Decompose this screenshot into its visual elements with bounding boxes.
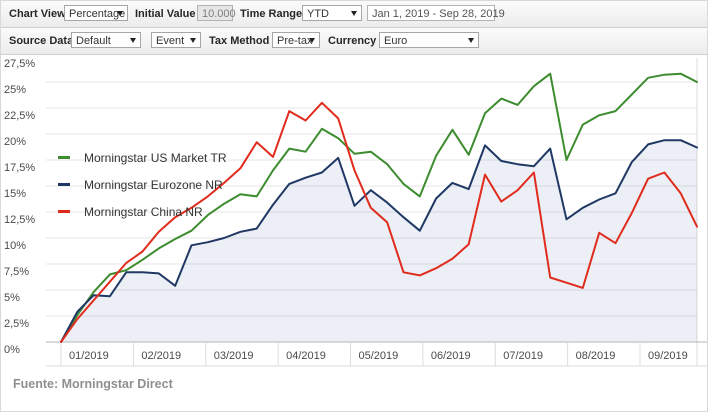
- svg-text:01/2019: 01/2019: [69, 350, 109, 362]
- svg-text:05/2019: 05/2019: [359, 350, 399, 362]
- chart-legend: Morningstar US Market TR Morningstar Eur…: [58, 144, 226, 225]
- time-range-label: Time Range: [240, 8, 303, 20]
- date-range-input[interactable]: Jan 1, 2019 - Sep 28, 2019: [367, 5, 505, 21]
- svg-text:15%: 15%: [4, 188, 26, 200]
- chart-view-label: Chart View: [9, 8, 66, 20]
- series-color-dash-icon: [58, 210, 70, 213]
- time-range-value: YTD: [307, 8, 329, 20]
- tax-method-label: Tax Method: [209, 35, 270, 47]
- svg-text:25%: 25%: [4, 84, 26, 96]
- time-range-select[interactable]: YTD: [302, 5, 362, 21]
- svg-text:03/2019: 03/2019: [214, 350, 254, 362]
- chevron-down-icon: [117, 11, 123, 16]
- svg-text:02/2019: 02/2019: [141, 350, 181, 362]
- svg-text:07/2019: 07/2019: [503, 350, 543, 362]
- currency-label: Currency: [328, 35, 377, 47]
- source-data-label: Source Data: [9, 35, 74, 47]
- legend-item-eurozone: Morningstar Eurozone NR: [58, 171, 226, 198]
- chevron-down-icon: [351, 11, 357, 16]
- svg-text:06/2019: 06/2019: [431, 350, 471, 362]
- tax-method-value: Pre-tax: [277, 35, 313, 47]
- chart-view-value: Percentage: [69, 8, 126, 20]
- toolbar-row-2: Source Data Default Event Tax Method Pre…: [1, 28, 707, 55]
- chevron-down-icon: [190, 38, 196, 43]
- svg-text:09/2019: 09/2019: [648, 350, 688, 362]
- source-data-value: Default: [76, 35, 111, 47]
- chevron-down-icon: [130, 38, 136, 43]
- source-data-select[interactable]: Default: [71, 32, 141, 48]
- svg-text:27,5%: 27,5%: [4, 58, 35, 70]
- svg-text:22,5%: 22,5%: [4, 110, 35, 122]
- series-color-dash-icon: [58, 183, 70, 186]
- legend-label: Morningstar US Market TR: [84, 150, 227, 165]
- chart-plot[interactable]: 01/2019 02/2019 03/2019 04/2019 05/2019 06/20…: [1, 58, 707, 370]
- svg-text:0%: 0%: [4, 344, 20, 356]
- chevron-down-icon: [309, 38, 315, 43]
- event-value: Event: [156, 35, 185, 47]
- currency-value: Euro: [384, 35, 408, 47]
- svg-text:12,5%: 12,5%: [4, 214, 35, 226]
- chevron-down-icon: [468, 38, 474, 43]
- source-attribution: Fuente: Morningstar Direct: [13, 377, 173, 391]
- svg-text:20%: 20%: [4, 136, 26, 148]
- legend-label: Morningstar China NR: [84, 204, 203, 219]
- toolbar-row-1: Chart View Percentage Initial Value 10.0…: [1, 1, 707, 28]
- svg-text:2,5%: 2,5%: [4, 318, 29, 330]
- initial-value-label: Initial Value: [135, 8, 196, 20]
- svg-text:10%: 10%: [4, 240, 26, 252]
- legend-item-us-market: Morningstar US Market TR: [58, 144, 226, 171]
- currency-select[interactable]: Euro: [379, 32, 479, 48]
- tax-method-select[interactable]: Pre-tax: [272, 32, 320, 48]
- legend-label: Morningstar Eurozone NR: [84, 177, 223, 192]
- chart-view-select[interactable]: Percentage: [64, 5, 128, 21]
- initial-value-input: 10.000: [197, 5, 236, 21]
- performance-line-chart: 01/2019 02/2019 03/2019 04/2019 05/2019 06/20…: [4, 58, 707, 367]
- svg-text:08/2019: 08/2019: [576, 350, 616, 362]
- legend-item-china: Morningstar China NR: [58, 198, 226, 225]
- event-select[interactable]: Event: [151, 32, 201, 48]
- svg-text:04/2019: 04/2019: [286, 350, 326, 362]
- svg-text:17,5%: 17,5%: [4, 162, 35, 174]
- series-color-dash-icon: [58, 156, 70, 159]
- svg-text:5%: 5%: [4, 292, 20, 304]
- svg-text:7,5%: 7,5%: [4, 266, 29, 278]
